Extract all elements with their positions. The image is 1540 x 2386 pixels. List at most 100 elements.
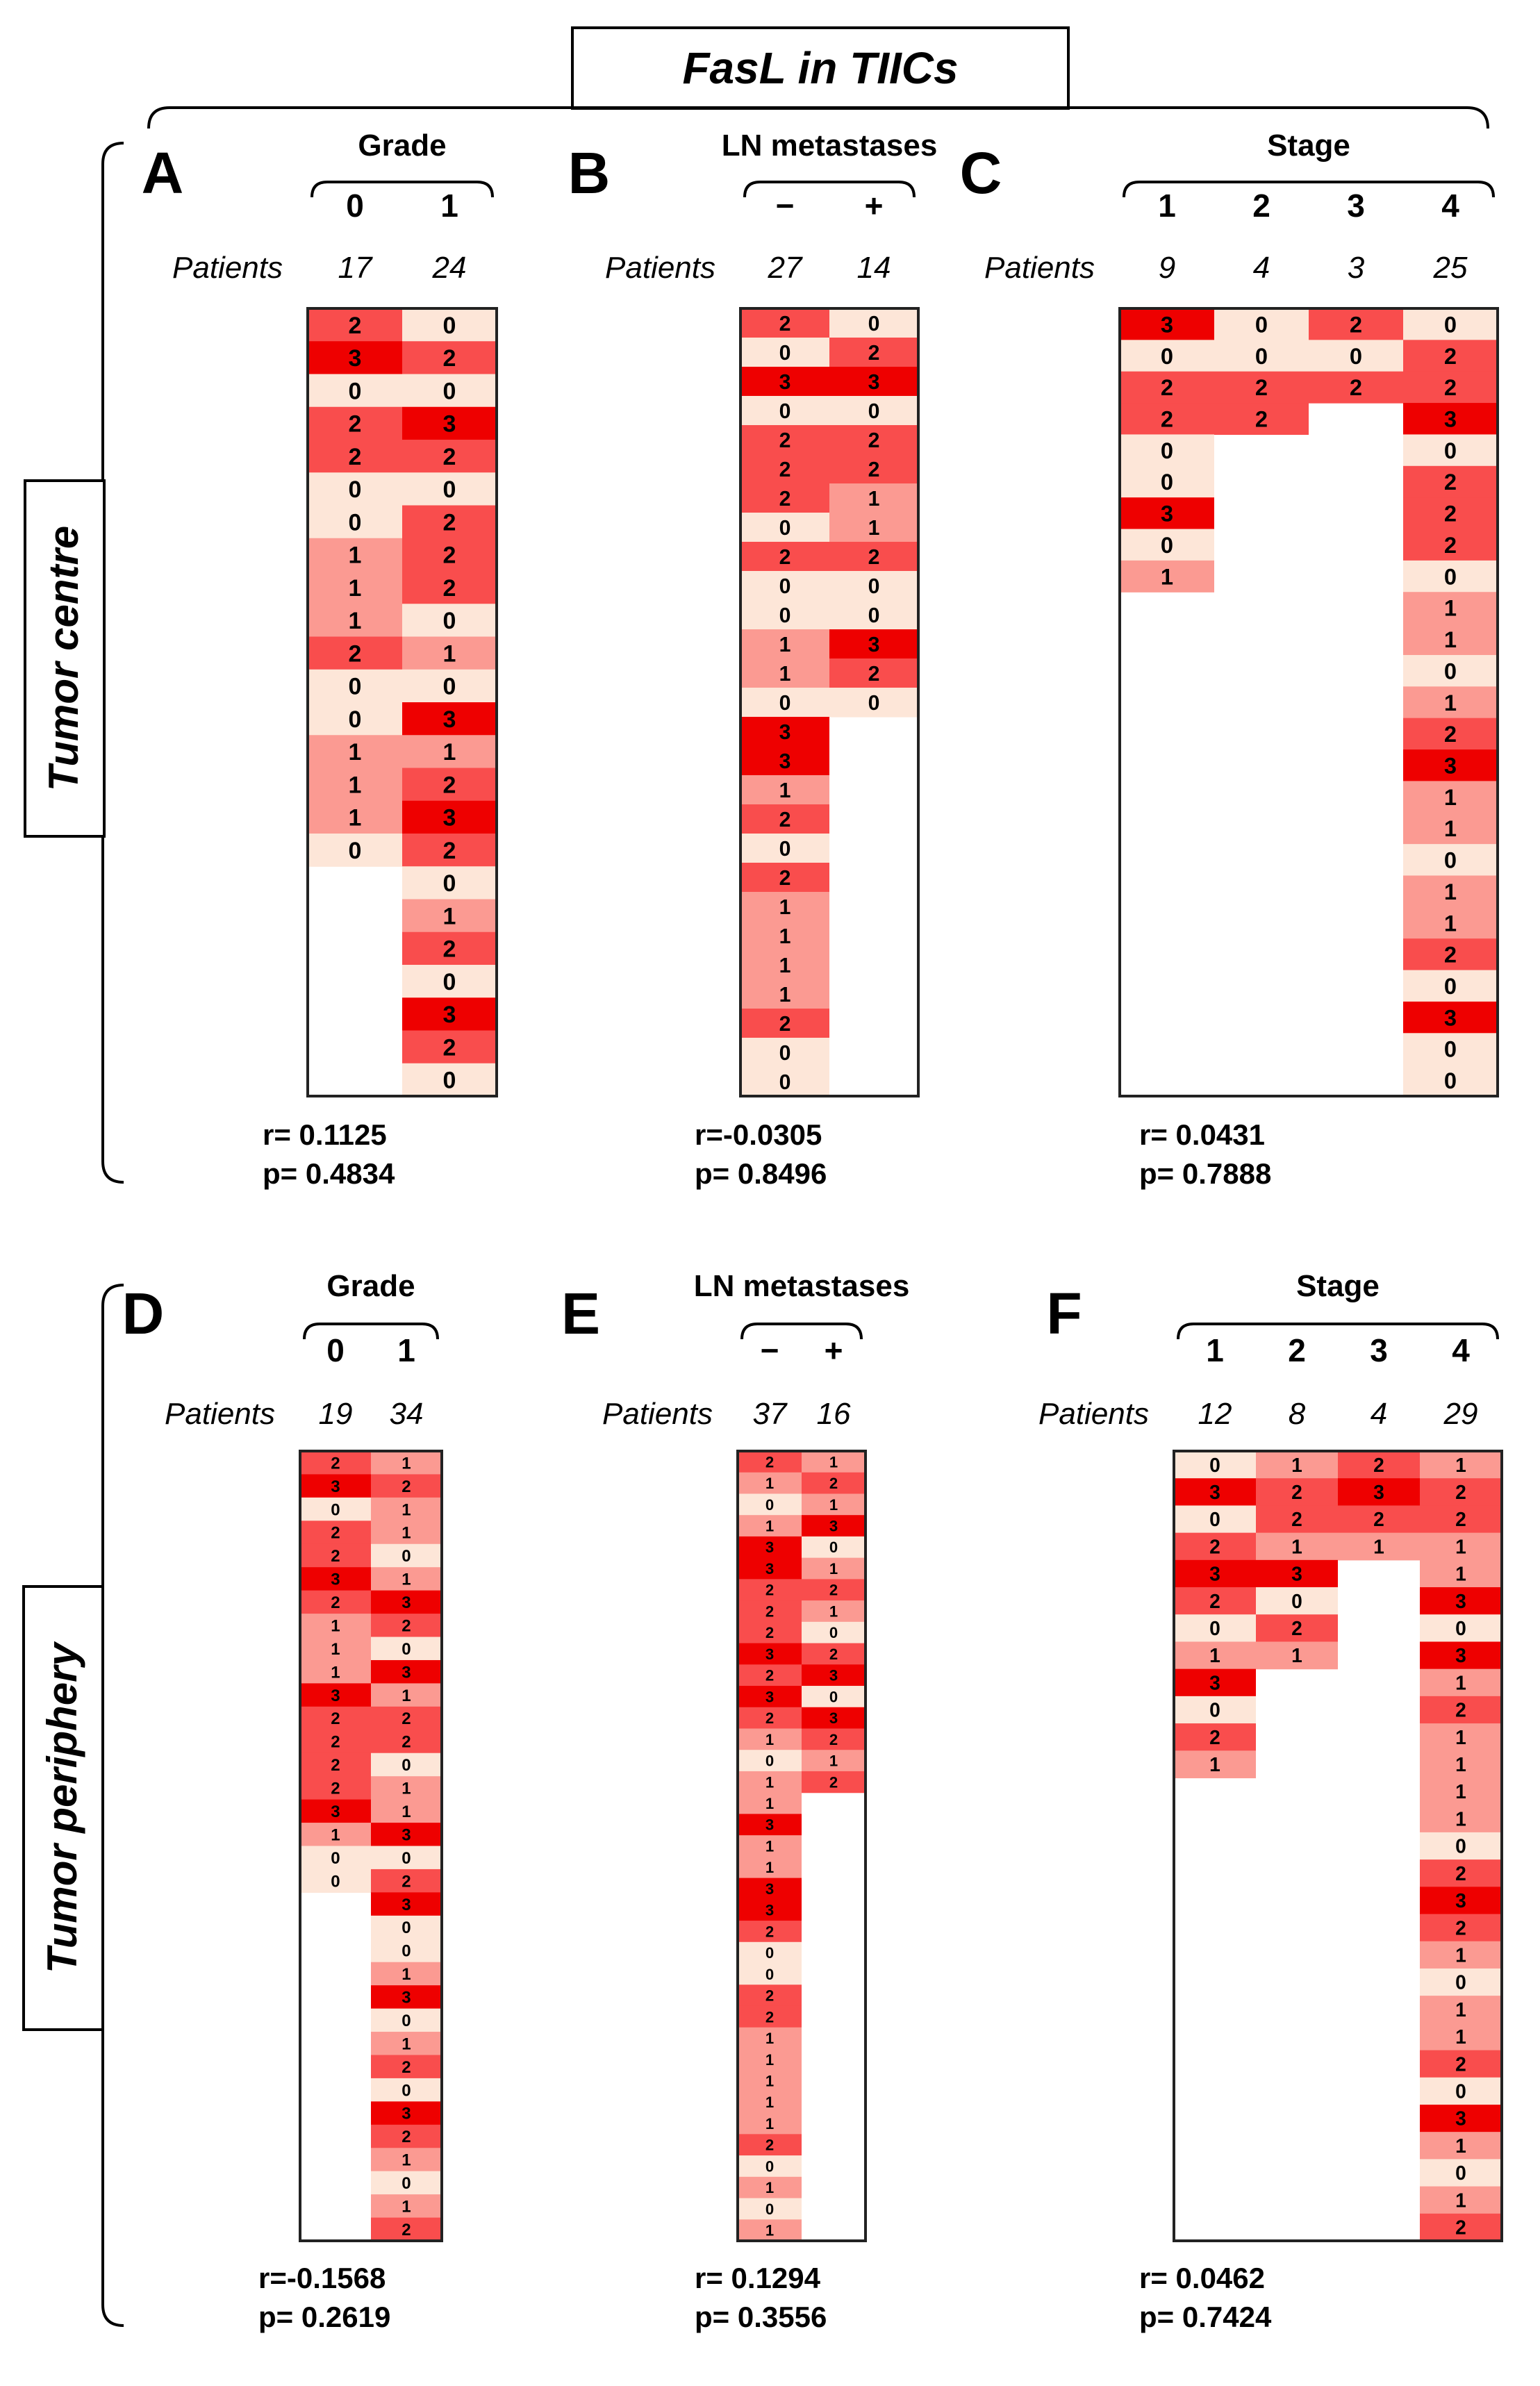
heatmap-cell [740, 688, 829, 718]
heatmap-cell [371, 1614, 442, 1638]
cell-value: 0 [331, 1849, 340, 1868]
heatmap-cell [1174, 1478, 1256, 1507]
cell-value: 3 [1444, 406, 1457, 432]
heatmap-cell [1420, 1505, 1502, 1534]
heatmap-cell [1420, 1614, 1502, 1643]
top-brace [147, 106, 1489, 129]
heatmap-cell [738, 2070, 802, 2092]
cell-value: 1 [765, 1837, 774, 1855]
cell-value: 3 [1373, 1481, 1384, 1503]
heatmap-cell [402, 538, 497, 572]
cell-value: 2 [1444, 942, 1457, 968]
heatmap-cell [402, 374, 497, 408]
cell-value: 1 [1444, 879, 1457, 904]
heatmap-cell [300, 1567, 371, 1591]
cell-value: 0 [443, 969, 456, 995]
heatmap-cell [300, 1474, 371, 1498]
cell-value: 0 [1161, 469, 1173, 495]
stat-p: p= 0.8496 [695, 1157, 827, 1190]
heatmap-cell [802, 1493, 866, 1516]
cell-value: 0 [1455, 1617, 1466, 1639]
cell-value: 3 [1455, 1644, 1466, 1666]
heatmap-cell [1420, 1532, 1502, 1561]
heatmap-cell [300, 1497, 371, 1521]
cell-value: 1 [401, 1687, 411, 1705]
stat-r: r=-0.0305 [695, 1118, 822, 1151]
patient-count: 27 [768, 251, 803, 285]
cell-value: 2 [1161, 374, 1173, 400]
cell-value: 3 [401, 2105, 411, 2123]
cell-value: 0 [349, 509, 362, 536]
category-label: − [776, 188, 795, 224]
heatmap-cell [1120, 465, 1214, 498]
heatmap-cell [738, 1856, 802, 1879]
cell-value: 2 [1373, 1508, 1384, 1530]
heatmap-cell [738, 1771, 802, 1793]
cell-value: 3 [1455, 2107, 1466, 2130]
heatmap-cell [371, 2124, 442, 2148]
panel-a: A Grade Patients 0 17 2 3 0 2 2 0 0 1 1 1 2 0 0 1 1 1 0 1 24 0 2 0… [142, 129, 498, 1190]
cell-value: 0 [443, 313, 456, 339]
category-label: 1 [1158, 188, 1176, 224]
heatmap-cell [300, 1637, 371, 1661]
heatmap-cell [802, 1557, 866, 1580]
cell-value: 3 [1455, 1889, 1466, 1912]
cell-value: 0 [1444, 847, 1457, 873]
panel-c: C Stage Patients 1 9 3 0 2 2 0 0 3 0 1 2 4 0 0 2 2 3 3 2 0 2 4 25 0… [960, 129, 1499, 1190]
category-label: 0 [326, 1332, 345, 1368]
cell-value: 0 [331, 1500, 340, 1519]
header-brace [740, 1323, 863, 1340]
cell-value: 1 [443, 640, 456, 667]
heatmap-cell [740, 804, 829, 834]
heatmap-cell [829, 658, 918, 688]
panel-letter: C [960, 140, 1002, 206]
cell-value: 0 [1209, 1699, 1220, 1721]
heatmap-cell [740, 1009, 829, 1038]
category-label: 4 [1452, 1332, 1470, 1368]
cell-value: 2 [1291, 1508, 1302, 1530]
cell-value: 2 [1209, 1726, 1220, 1748]
heatmap-cell [738, 1921, 802, 1943]
heatmap-cell [802, 1536, 866, 1559]
cell-value: 0 [765, 2157, 774, 2175]
cell-value: 1 [1455, 1780, 1466, 1803]
cell-value: 3 [401, 1825, 411, 1844]
header-brace [311, 181, 494, 198]
heatmap-cell [740, 483, 829, 513]
heatmap-cell [829, 542, 918, 572]
heatmap-cell [1174, 1587, 1256, 1615]
cell-value: 2 [868, 546, 880, 569]
patient-count: 4 [1371, 1397, 1387, 1431]
cell-value: 2 [1291, 1617, 1302, 1639]
heatmap-cell [300, 1614, 371, 1638]
heatmap-cell [1174, 1451, 1256, 1479]
panel-d: D Grade Patients 0 19 2 3 0 2 2 3 2 1 1 1 3 2 2 2 2 3 1 0 0 1 34 1… [122, 1269, 443, 2333]
heatmap-cell [1420, 1941, 1502, 1969]
heatmap-cell [402, 636, 497, 670]
heatmap-cell [738, 2112, 802, 2135]
cell-value: 0 [443, 608, 456, 634]
cell-value: 3 [443, 411, 456, 438]
panel-letter: F [1046, 1281, 1082, 1346]
cell-value: 0 [779, 575, 791, 598]
group-label: Stage [1296, 1269, 1380, 1303]
row-label-box-centre [24, 479, 106, 838]
heatmap-cell [371, 1683, 442, 1707]
cell-value: 1 [401, 2198, 411, 2217]
heatmap-cell [1214, 371, 1309, 404]
heatmap-cell [1420, 2186, 1502, 2214]
heatmap-cell [1420, 2104, 1502, 2132]
heatmap-cell [1403, 340, 1498, 372]
heatmap-cell [1420, 1451, 1502, 1479]
cell-value: 2 [765, 2008, 774, 2025]
heatmap-cell [1420, 1750, 1502, 1779]
panel-letter: D [122, 1281, 165, 1346]
cell-value: 0 [779, 838, 791, 861]
heatmap-cell [1256, 1505, 1338, 1534]
heatmap-cell [1403, 812, 1498, 845]
heatmap-cell [300, 1683, 371, 1707]
heatmap-cell [402, 1063, 497, 1097]
cell-value: 1 [1373, 1535, 1384, 1557]
cell-value: 2 [401, 1872, 411, 1891]
cell-value: 3 [401, 1896, 411, 1914]
